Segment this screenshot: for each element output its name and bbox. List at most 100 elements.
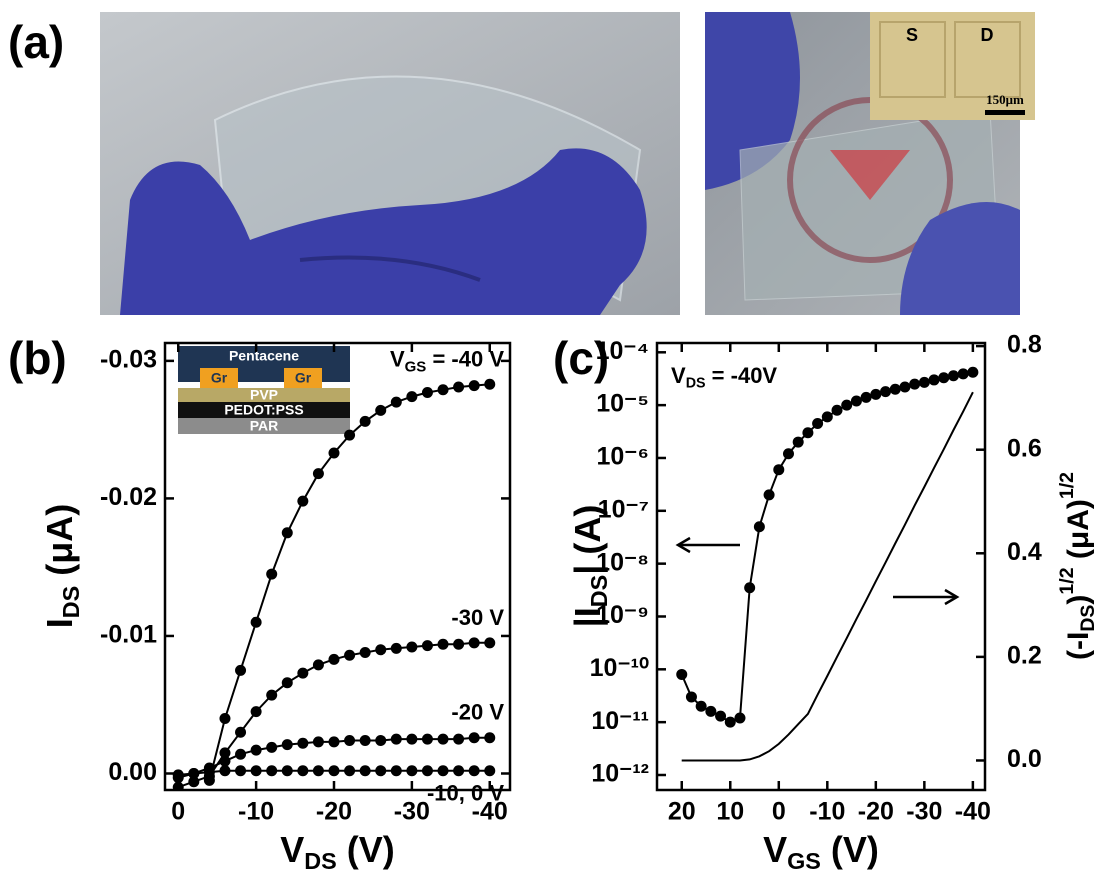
layer-label: Gr bbox=[211, 370, 228, 386]
y-tick-label: 10⁻⁴ bbox=[596, 337, 649, 365]
data-point bbox=[909, 379, 920, 390]
data-point bbox=[676, 669, 687, 680]
data-point bbox=[773, 464, 784, 475]
data-point bbox=[725, 717, 736, 728]
data-point bbox=[705, 706, 716, 717]
data-point bbox=[219, 713, 230, 724]
data-point bbox=[391, 643, 402, 654]
data-point bbox=[251, 706, 262, 717]
y2-axis-label-part: (-I bbox=[1062, 632, 1095, 660]
data-point bbox=[251, 765, 262, 776]
data-point bbox=[375, 735, 386, 746]
data-point bbox=[282, 739, 293, 750]
data-point bbox=[360, 647, 371, 658]
data-point bbox=[938, 372, 949, 383]
data-point bbox=[360, 416, 371, 427]
y-axis-label-part: I bbox=[39, 618, 80, 628]
y2-tick-label: 0.4 bbox=[1007, 538, 1042, 566]
data-point bbox=[406, 734, 417, 745]
y-axis-label-part: |I bbox=[567, 607, 609, 627]
y2-axis-label-part: 1/2 bbox=[1056, 567, 1078, 594]
x-axis-label-part: V bbox=[763, 829, 787, 870]
source-label: S bbox=[906, 25, 918, 45]
data-point bbox=[204, 767, 215, 778]
data-point bbox=[406, 391, 417, 402]
layer-label: Pentacene bbox=[229, 348, 299, 364]
x-axis-label-part: (V) bbox=[821, 829, 879, 870]
data-point bbox=[734, 712, 745, 723]
annotation-part: V bbox=[671, 363, 686, 388]
data-point bbox=[484, 379, 495, 390]
data-point bbox=[764, 489, 775, 500]
series-label: -10, 0 V bbox=[427, 781, 504, 806]
data-point bbox=[453, 382, 464, 393]
data-point bbox=[406, 641, 417, 652]
data-point bbox=[266, 569, 277, 580]
x-axis-label: VDS (V) bbox=[280, 829, 395, 870]
data-point bbox=[696, 701, 707, 712]
data-point bbox=[822, 411, 833, 422]
y-axis-label-part: DS bbox=[586, 575, 612, 608]
data-point bbox=[422, 734, 433, 745]
series-line bbox=[682, 392, 973, 760]
y-tick-label: 0.00 bbox=[108, 758, 157, 786]
y2-axis-label-part: (μA) bbox=[1062, 499, 1095, 567]
y-axis-label: IDS (μA) bbox=[39, 504, 84, 629]
y2-axis-label-part: DS bbox=[1077, 605, 1099, 632]
data-point bbox=[754, 521, 765, 532]
y-axis-label-part: | (A) bbox=[567, 505, 609, 575]
drain-label: D bbox=[981, 25, 994, 45]
series-label-part: = bbox=[426, 346, 451, 371]
data-point bbox=[406, 765, 417, 776]
x-tick-label: -10 bbox=[238, 798, 274, 826]
data-point bbox=[313, 765, 324, 776]
plot-area bbox=[676, 367, 978, 761]
x-tick-label: -20 bbox=[858, 798, 894, 826]
y2-axis-label-part: 1/2 bbox=[1056, 472, 1078, 499]
annotation-part: DS bbox=[686, 375, 706, 391]
data-point bbox=[851, 395, 862, 406]
series-label-part: -40 V bbox=[451, 346, 504, 371]
data-point bbox=[297, 738, 308, 749]
panel-label: (a) bbox=[8, 16, 64, 68]
data-point bbox=[344, 765, 355, 776]
scale-bar-label: 150μm bbox=[986, 92, 1024, 107]
x-tick-label: 10 bbox=[716, 798, 744, 826]
scale-bar bbox=[985, 110, 1025, 115]
data-point bbox=[266, 765, 277, 776]
layer-label: PEDOT:PSS bbox=[224, 402, 303, 418]
data-point bbox=[219, 765, 230, 776]
data-point bbox=[453, 765, 464, 776]
device-inset: Pentacene Gr Gr PVP PEDOT:PSS PAR bbox=[178, 346, 350, 434]
data-point bbox=[861, 392, 872, 403]
data-point bbox=[870, 389, 881, 400]
data-point bbox=[744, 582, 755, 593]
data-point bbox=[375, 644, 386, 655]
data-point bbox=[484, 732, 495, 743]
data-point bbox=[469, 380, 480, 391]
series-label-part: GS bbox=[405, 358, 427, 375]
data-point bbox=[219, 756, 230, 767]
data-point bbox=[438, 384, 449, 395]
data-point bbox=[841, 400, 852, 411]
series-label-part: -30 V bbox=[451, 605, 504, 630]
data-point bbox=[282, 527, 293, 538]
data-point bbox=[438, 639, 449, 650]
series-label-part: -20 V bbox=[451, 700, 504, 725]
data-point bbox=[282, 677, 293, 688]
data-point bbox=[484, 637, 495, 648]
y2-tick-label: 0.2 bbox=[1007, 641, 1042, 669]
data-point bbox=[899, 382, 910, 393]
data-point bbox=[328, 765, 339, 776]
data-point bbox=[251, 617, 262, 628]
data-point bbox=[266, 742, 277, 753]
x-tick-label: -20 bbox=[316, 798, 352, 826]
x-tick-label: 0 bbox=[171, 798, 185, 826]
data-point bbox=[880, 386, 891, 397]
plot-area bbox=[173, 379, 496, 793]
data-point bbox=[282, 765, 293, 776]
data-point bbox=[313, 659, 324, 670]
data-point bbox=[188, 768, 199, 779]
data-point bbox=[469, 765, 480, 776]
data-point bbox=[235, 727, 246, 738]
